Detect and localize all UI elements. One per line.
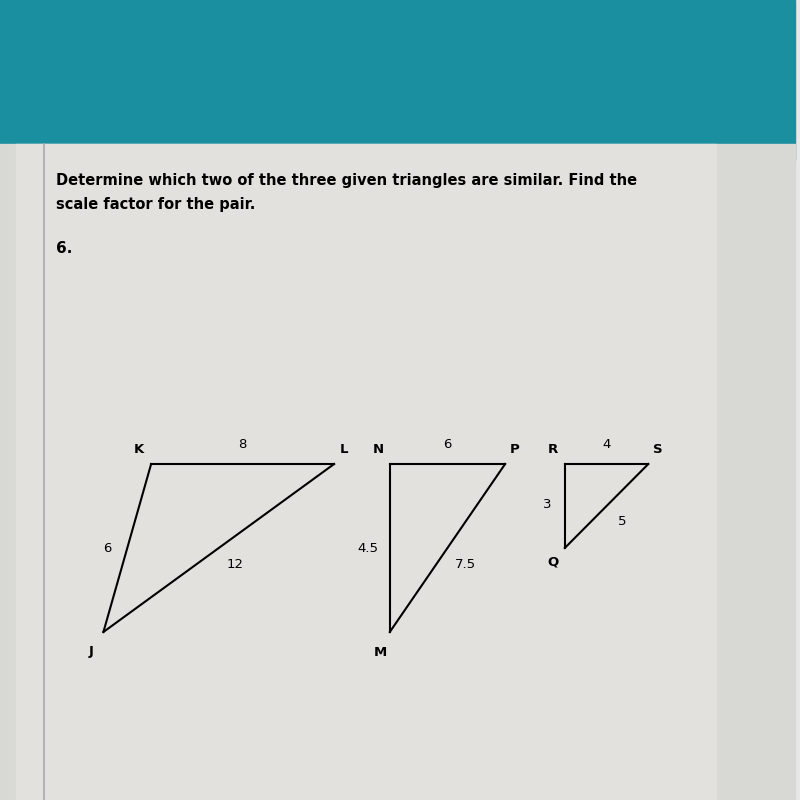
Text: S: S <box>653 443 662 456</box>
Text: K: K <box>134 443 144 456</box>
Text: scale factor for the pair.: scale factor for the pair. <box>56 197 255 212</box>
Text: N: N <box>372 443 383 456</box>
Text: L: L <box>339 443 348 456</box>
Text: 6: 6 <box>103 542 111 554</box>
Text: 4: 4 <box>602 438 610 450</box>
Text: 5: 5 <box>618 515 626 528</box>
Text: P: P <box>510 443 519 456</box>
Bar <box>0 144 795 800</box>
Text: R: R <box>548 443 558 456</box>
Text: 3: 3 <box>543 498 551 510</box>
Text: 8: 8 <box>238 438 247 450</box>
Text: 6.: 6. <box>56 241 72 256</box>
Text: 6: 6 <box>443 438 451 450</box>
Text: 7.5: 7.5 <box>454 558 476 570</box>
Text: Q: Q <box>547 556 558 569</box>
Text: 12: 12 <box>226 558 243 570</box>
Bar <box>16 144 716 800</box>
Text: M: M <box>374 646 387 658</box>
Text: J: J <box>89 646 94 658</box>
Text: Determine which two of the three given triangles are similar. Find the: Determine which two of the three given t… <box>56 173 637 188</box>
Text: 4.5: 4.5 <box>357 542 378 554</box>
Bar <box>0 0 795 160</box>
